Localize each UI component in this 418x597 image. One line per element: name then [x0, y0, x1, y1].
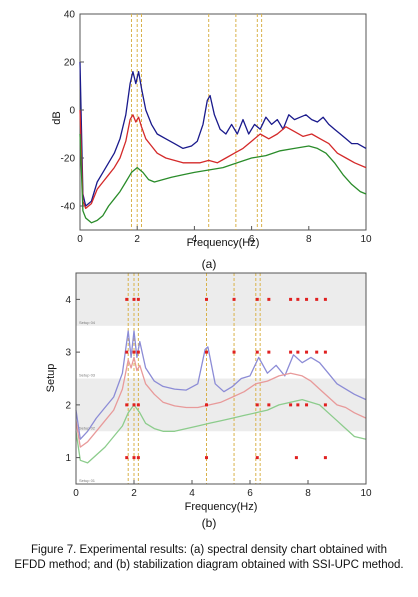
setup-band-1 [76, 378, 366, 432]
stable-points [125, 297, 327, 460]
setup-tags: Setup 04 Setup 03 Setup 02 Setup 01 [79, 320, 96, 483]
y-tick-label-a-4: -40 [61, 202, 76, 213]
y-tick-label-a-2: 0 [69, 106, 75, 117]
y-tick-label-b-2: 2 [65, 400, 71, 411]
subfigure-label-b: (b) [202, 516, 217, 530]
y-tick-label-b-0: 4 [65, 295, 71, 306]
series-line-b-0 [75, 330, 367, 440]
x-tick-label-a-0: 0 [77, 234, 83, 245]
x-tick-label-b-1: 2 [131, 488, 137, 499]
stable-point-setup3-11 [323, 350, 327, 354]
stable-point-setup4-10 [315, 297, 319, 301]
plot-area-a [79, 13, 367, 231]
stable-point-setup3-10 [315, 350, 319, 354]
stable-point-setup3-0 [125, 350, 129, 354]
stable-point-setup1-0 [125, 456, 129, 460]
spectral-density-chart: 0 2 4 6 8 10 40 20 0 -20 -40 Frequency(Hz) dB (a) [51, 10, 372, 272]
x-tick-label-a-5: 10 [360, 234, 372, 245]
stable-point-setup4-6 [267, 297, 271, 301]
y-tick-label-b-1: 3 [65, 348, 71, 359]
series-line-b-1 [75, 356, 367, 448]
x-tick-label-b-5: 10 [360, 488, 372, 499]
stable-point-setup3-4 [232, 350, 236, 354]
stable-point-setup1-3 [205, 456, 208, 460]
series-line-b-2 [75, 398, 367, 464]
frequency-markers-a [130, 14, 263, 230]
stable-point-setup1-6 [323, 456, 327, 460]
stable-point-setup3-3 [205, 350, 208, 354]
stable-point-setup2-6 [289, 403, 293, 407]
x-tick-label-a-2: 4 [192, 234, 198, 245]
stable-point-setup2-5 [267, 403, 271, 407]
figure-caption: Figure 7. Experimental results: (a) spec… [14, 544, 404, 571]
stable-point-setup4-2 [136, 297, 140, 301]
y-tick-label-a-0: 40 [64, 10, 76, 21]
y-tick-label-a-3: -20 [61, 154, 76, 165]
setup-tag-0: Setup 04 [79, 320, 96, 325]
stable-point-setup2-0 [125, 403, 129, 407]
stable-point-setup4-0 [125, 297, 129, 301]
stable-point-setup4-3 [205, 297, 208, 301]
stable-point-setup1-2 [136, 456, 140, 460]
y-ticks-b: 4 3 2 1 [65, 295, 80, 464]
stable-point-setup3-1 [132, 350, 136, 354]
y-ticks-a: 40 20 0 -20 -40 [61, 10, 84, 213]
stable-point-setup3-8 [296, 350, 300, 354]
x-axis-label-b: Frequency(Hz) [185, 501, 258, 513]
stable-point-setup3-2 [136, 350, 140, 354]
stable-point-setup4-7 [289, 297, 293, 301]
stable-point-setup4-9 [305, 297, 309, 301]
stable-point-setup4-8 [296, 297, 300, 301]
x-tick-label-a-4: 8 [306, 234, 312, 245]
x-tick-label-a-1: 2 [134, 234, 140, 245]
plot-frame-b [75, 272, 367, 485]
stable-point-setup2-4 [255, 403, 259, 407]
series-line-a-1 [79, 109, 367, 210]
stable-point-setup3-5 [255, 350, 259, 354]
stable-point-setup3-6 [267, 350, 271, 354]
x-tick-label-a-3: 6 [249, 234, 255, 245]
x-axis-label-a: Frequency(Hz) [187, 237, 260, 249]
setup-tag-3: Setup 01 [79, 478, 96, 483]
stable-point-setup2-9 [323, 403, 327, 407]
stable-point-setup2-7 [296, 403, 300, 407]
stable-point-setup4-11 [323, 297, 327, 301]
y-tick-label-a-1: 20 [64, 58, 76, 69]
y-tick-label-b-3: 1 [65, 453, 71, 464]
x-ticks-a: 0 2 4 6 8 10 [77, 226, 372, 245]
x-tick-label-b-4: 8 [305, 488, 311, 499]
stable-point-setup2-2 [136, 403, 140, 407]
stable-point-setup4-5 [255, 297, 259, 301]
stable-point-setup3-7 [289, 350, 293, 354]
setup-tag-1: Setup 03 [79, 373, 96, 378]
series-group-a [79, 61, 367, 224]
x-tick-label-b-3: 6 [247, 488, 253, 499]
setup-tag-2: Setup 02 [79, 425, 96, 430]
stable-point-setup1-1 [132, 456, 136, 460]
y-axis-label-a: dB [51, 111, 63, 124]
stable-point-setup4-1 [132, 297, 136, 301]
x-tick-label-b-2: 4 [189, 488, 195, 499]
series-line-a-2 [79, 133, 367, 224]
setup-band-0 [76, 273, 366, 326]
stable-point-setup1-5 [294, 456, 298, 460]
y-axis-label-b: Setup [45, 364, 57, 393]
x-tick-label-b-0: 0 [73, 488, 79, 499]
stable-point-setup4-4 [232, 297, 236, 301]
series-line-a-0 [79, 61, 367, 207]
stable-point-setup2-3 [205, 403, 208, 407]
subfigure-label-a: (a) [202, 257, 217, 271]
stable-point-setup2-8 [305, 403, 309, 407]
x-ticks-b: 0 2 4 6 8 10 [73, 480, 372, 499]
stable-point-setup3-9 [305, 350, 309, 354]
series-group-b [75, 330, 367, 464]
stable-point-setup2-1 [132, 403, 136, 407]
frequency-markers-b [127, 273, 261, 484]
stable-point-setup1-4 [255, 456, 259, 460]
